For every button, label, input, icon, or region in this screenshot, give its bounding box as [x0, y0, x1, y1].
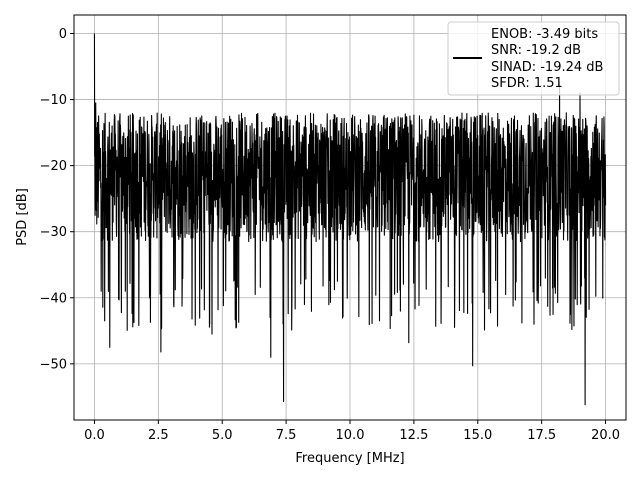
legend-line-1: ENOB: -3.49 bits	[491, 27, 598, 42]
y-tick-label: −40	[40, 291, 67, 306]
x-tick-label: 5.0	[212, 428, 233, 443]
y-axis-ticks: 0 −10 −20 −30 −40 −50	[40, 27, 74, 372]
x-tick-label: 0.0	[84, 428, 105, 443]
y-tick-label: −30	[40, 225, 67, 240]
y-tick-label: 0	[59, 27, 67, 42]
x-tick-label: 12.5	[399, 428, 428, 443]
x-tick-label: 7.5	[276, 428, 297, 443]
y-tick-label: −20	[40, 159, 67, 174]
x-tick-label: 2.5	[148, 428, 169, 443]
legend-line-3: SINAD: -19.24 dB	[491, 60, 603, 75]
psd-line	[93, 33, 607, 406]
x-tick-label: 17.5	[527, 428, 556, 443]
legend-line-2: SNR: -19.2 dB	[491, 43, 581, 58]
legend-line-4: SFDR: 1.51	[491, 76, 563, 91]
x-tick-label: 20.0	[591, 428, 620, 443]
x-axis-ticks: 0.0 2.5 5.0 7.5 10.0 12.5 15.0 17.5 20.0	[84, 420, 620, 443]
y-axis-label: PSD [dB]	[15, 188, 30, 246]
legend: ENOB: -3.49 bits SNR: -19.2 dB SINAD: -1…	[447, 21, 620, 96]
x-tick-label: 10.0	[336, 428, 365, 443]
y-tick-label: −10	[40, 93, 67, 108]
legend-box	[447, 21, 620, 96]
x-axis-label: Frequency [MHz]	[295, 451, 404, 466]
y-tick-label: −50	[40, 357, 67, 372]
psd-series	[93, 33, 607, 406]
x-tick-label: 15.0	[463, 428, 492, 443]
